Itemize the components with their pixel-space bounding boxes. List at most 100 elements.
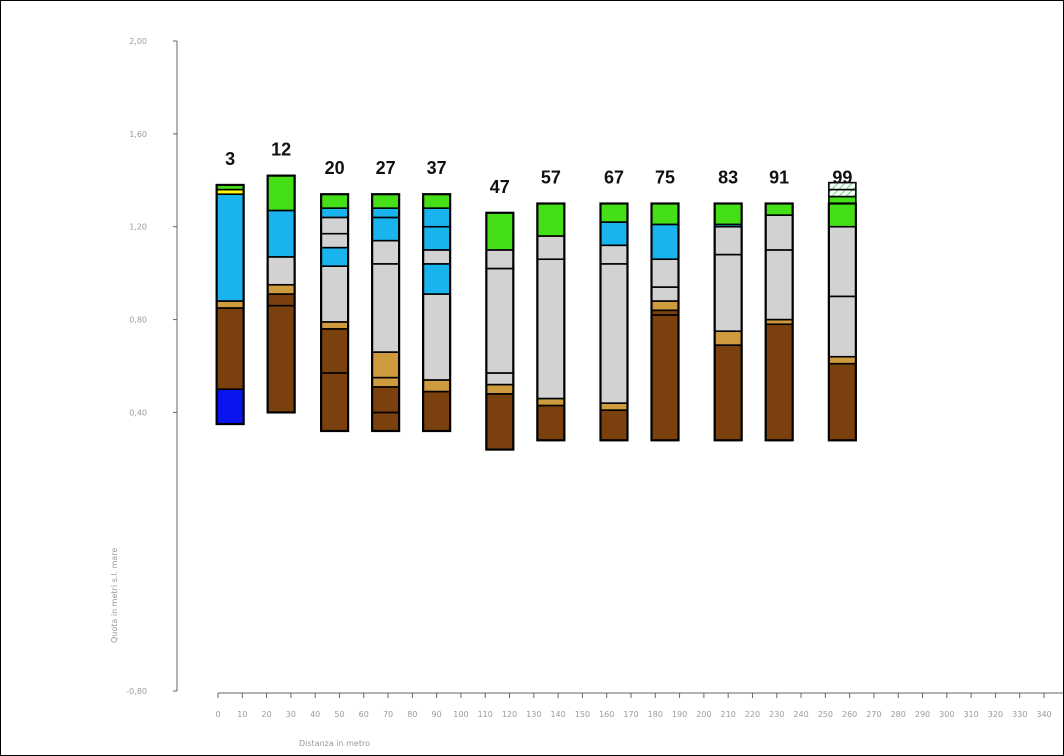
core-layer-gray bbox=[713, 253, 743, 332]
core-layer-brown bbox=[828, 362, 857, 442]
core-layer-gray bbox=[371, 239, 400, 265]
core-layer-tan bbox=[422, 379, 451, 393]
x-tick-label: 320 bbox=[988, 710, 1003, 719]
core-number-label: 12 bbox=[271, 140, 291, 160]
core-outline bbox=[371, 193, 401, 433]
core-layer-gray bbox=[599, 263, 629, 404]
core-number-label: 91 bbox=[769, 168, 789, 188]
core-outline bbox=[266, 174, 296, 414]
core-number-label: 99 bbox=[832, 168, 852, 188]
core-layer-green bbox=[266, 174, 296, 212]
x-tick-label: 80 bbox=[407, 710, 417, 719]
core-layer-green bbox=[536, 202, 566, 237]
core-number-label: 20 bbox=[325, 158, 345, 178]
x-tick-label: 260 bbox=[842, 710, 857, 719]
x-tick-label: 70 bbox=[383, 710, 393, 719]
core-number-label: 37 bbox=[427, 158, 447, 178]
core-layer-cyan bbox=[650, 223, 680, 261]
x-tick-label: 0 bbox=[215, 710, 220, 719]
core-layer-tan bbox=[215, 300, 245, 309]
core-layer-brown bbox=[650, 314, 680, 442]
core-number-label: 83 bbox=[718, 168, 738, 188]
core-number-label: 75 bbox=[655, 168, 675, 188]
core-layer-cyan bbox=[371, 207, 400, 219]
core-layer-gray bbox=[320, 216, 349, 235]
core-layer-green bbox=[764, 202, 794, 216]
y-tick-label: -0,80 bbox=[126, 687, 147, 696]
core-layer-gray bbox=[320, 265, 349, 323]
core-47: 47 bbox=[485, 177, 515, 451]
core-outline bbox=[215, 183, 245, 426]
y-tick-label: 2,00 bbox=[129, 37, 147, 46]
core-columns: 3 12 20 27 37 47 57 67 75 83 91 99 bbox=[215, 140, 857, 451]
core-layer-green bbox=[485, 211, 515, 251]
core-layer-tan bbox=[371, 351, 400, 379]
core-outline bbox=[599, 202, 629, 442]
x-tick-label: 150 bbox=[575, 710, 590, 719]
core-number-label: 47 bbox=[490, 177, 510, 197]
x-axis-title: Distanza in metro bbox=[299, 739, 370, 748]
core-layer-brown bbox=[266, 293, 296, 307]
y-tick-label: 1,60 bbox=[129, 130, 147, 139]
core-number-label: 27 bbox=[376, 158, 396, 178]
core-layer-cyan bbox=[422, 207, 451, 228]
core-layer-tan bbox=[713, 330, 743, 346]
core-outline bbox=[485, 211, 515, 451]
core-layer-brown bbox=[422, 390, 451, 432]
x-tick-label: 230 bbox=[769, 710, 784, 719]
core-layer-gray bbox=[266, 256, 296, 286]
x-tick-label: 340 bbox=[1036, 710, 1051, 719]
x-tick-label: 160 bbox=[599, 710, 614, 719]
core-number-label: 3 bbox=[225, 149, 235, 169]
core-layer-gray bbox=[650, 258, 680, 288]
x-tick-label: 210 bbox=[721, 710, 736, 719]
core-layer-cyan bbox=[599, 221, 629, 247]
x-tick-label: 100 bbox=[453, 710, 468, 719]
x-axis: 0 10 20 30 40 50 60 70 80 90 100 110 120 130 140 150 160… bbox=[215, 692, 1063, 719]
core-layer-gray bbox=[599, 244, 629, 265]
core-layer-gray bbox=[371, 263, 400, 353]
core-layer-brown bbox=[485, 393, 515, 451]
core-outline bbox=[320, 193, 350, 433]
x-tick-label: 170 bbox=[623, 710, 638, 719]
core-number-label: 67 bbox=[604, 168, 624, 188]
x-tick-label: 110 bbox=[478, 710, 493, 719]
core-layer-green bbox=[599, 202, 629, 223]
core-layer-tan bbox=[536, 397, 566, 407]
core-layer-gray bbox=[320, 232, 349, 249]
core-layer-green bbox=[650, 202, 680, 226]
core-outline bbox=[713, 202, 743, 442]
core-layer-green bbox=[713, 202, 743, 226]
core-layer-gray bbox=[828, 225, 857, 298]
core-layer-gray bbox=[828, 295, 857, 358]
core-layer-cyan bbox=[422, 263, 451, 295]
core-layer-gray bbox=[536, 258, 566, 400]
core-layer-cyan bbox=[215, 193, 245, 302]
y-axis: 2,00 1,60 1,20 0,80 0,40 -0,80 bbox=[126, 37, 178, 696]
core-layer-green bbox=[422, 193, 451, 209]
core-layer-cyan bbox=[266, 209, 296, 258]
x-tick-label: 270 bbox=[866, 710, 881, 719]
core-layer-tan bbox=[266, 283, 296, 295]
core-layer-gray bbox=[764, 249, 794, 321]
core-83: 83 bbox=[713, 168, 743, 442]
core-layer-brown bbox=[599, 409, 629, 442]
core-layer-hatch bbox=[828, 181, 857, 191]
x-tick-label: 60 bbox=[359, 710, 369, 719]
core-layer-gray bbox=[764, 214, 794, 251]
x-tick-label: 30 bbox=[286, 710, 296, 719]
y-axis-title: Quota in metri s.l. mare bbox=[110, 548, 119, 643]
core-67: 67 bbox=[599, 168, 629, 442]
core-layer-gray bbox=[422, 249, 451, 265]
core-layer-brown bbox=[215, 307, 245, 391]
core-layer-gray bbox=[650, 286, 680, 302]
core-layer-brown bbox=[320, 328, 349, 374]
x-tick-label: 140 bbox=[550, 710, 565, 719]
core-outline bbox=[764, 202, 794, 442]
core-number-label: 57 bbox=[541, 168, 561, 188]
core-layer-gray bbox=[485, 267, 515, 374]
core-3: 3 bbox=[215, 149, 245, 426]
x-tick-label: 10 bbox=[237, 710, 247, 719]
y-tick-label: 1,20 bbox=[129, 223, 147, 232]
